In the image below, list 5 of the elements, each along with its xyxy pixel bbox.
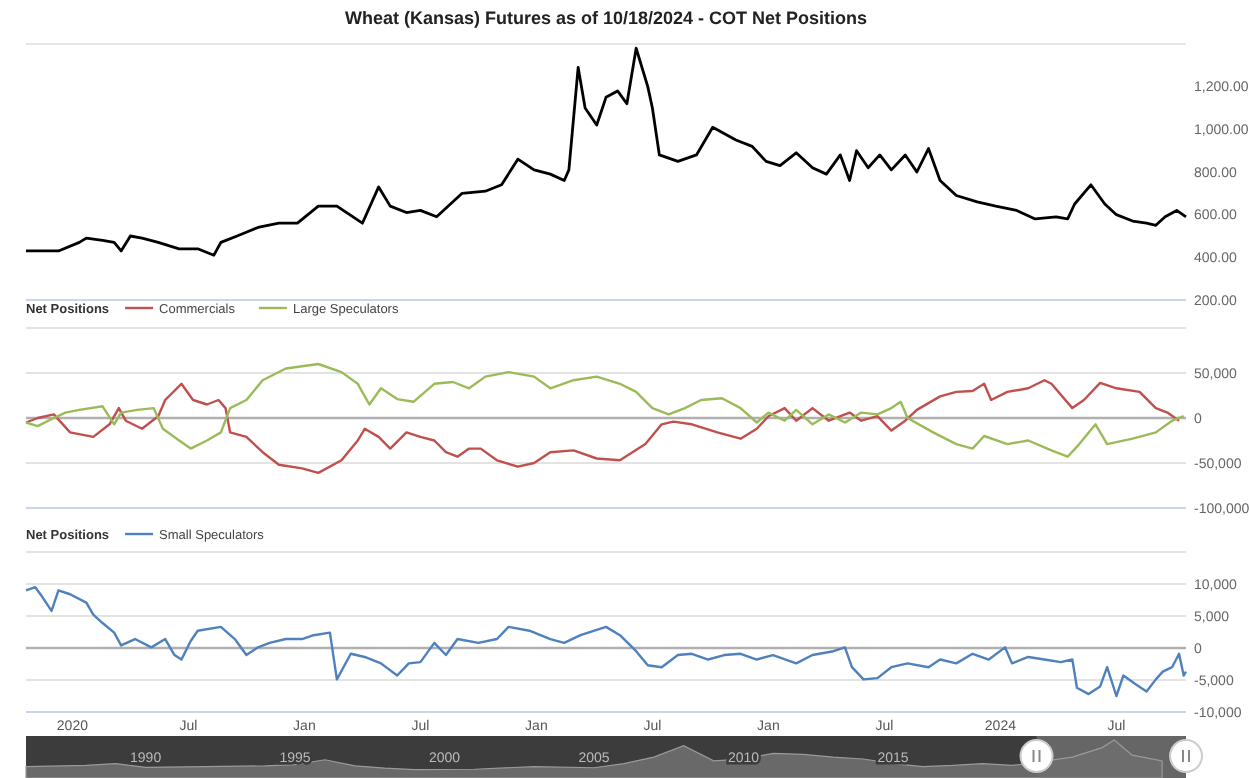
line-series bbox=[24, 362, 1185, 458]
chart-title: Wheat (Kansas) Futures as of 10/18/2024 - COT Net Positions bbox=[344, 8, 868, 28]
line-series bbox=[24, 379, 1181, 475]
line-series bbox=[24, 46, 1188, 257]
line-series bbox=[24, 586, 1188, 698]
